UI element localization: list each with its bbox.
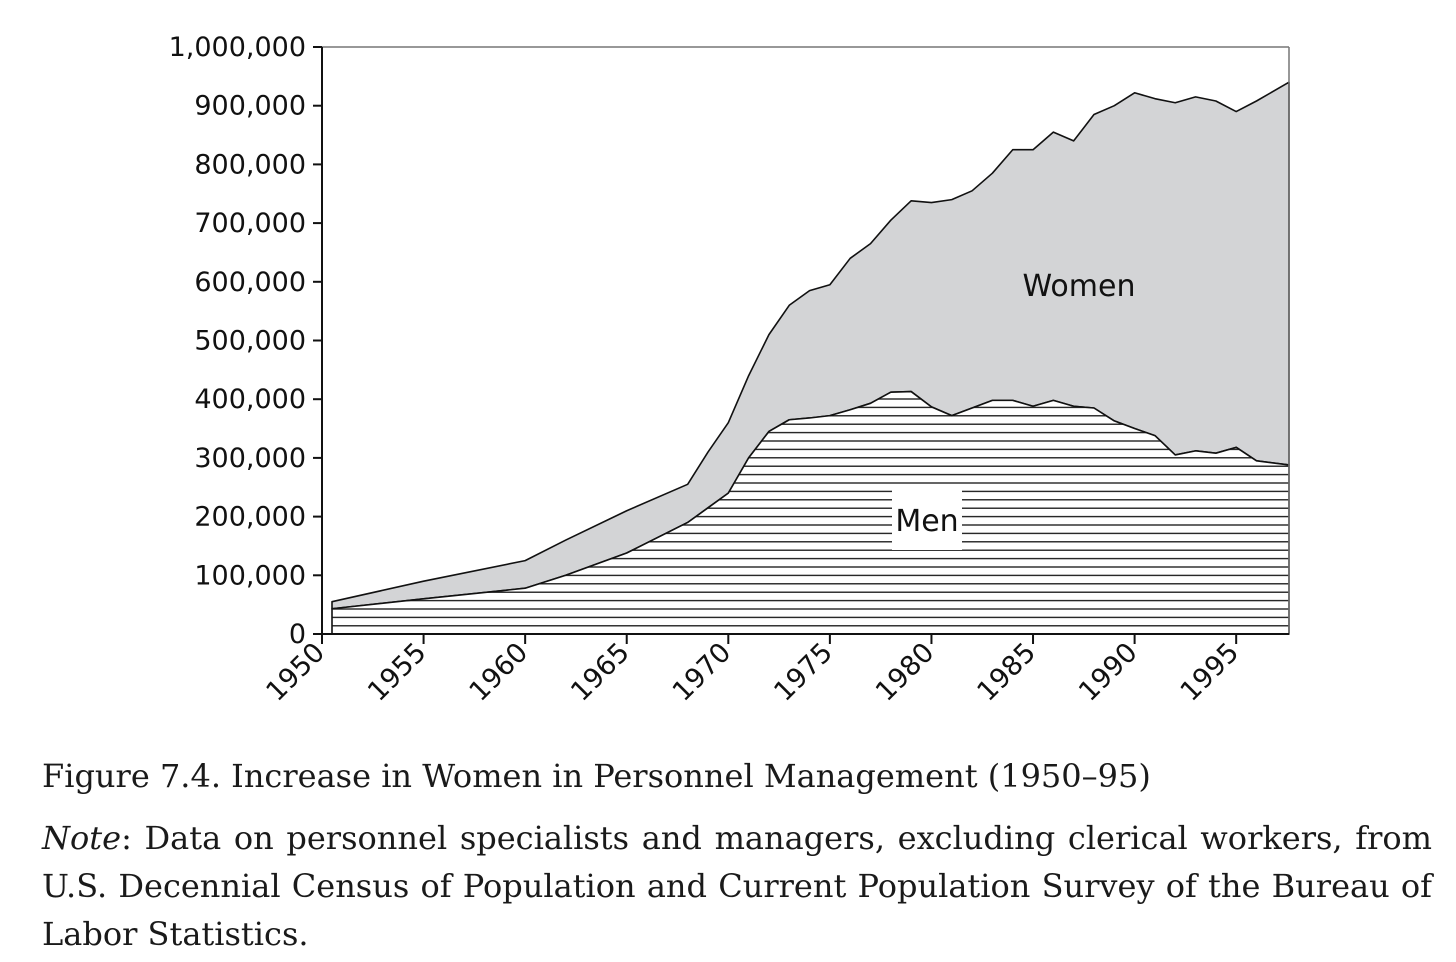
series-label-men: Men xyxy=(895,504,958,539)
y-tick-label: 1,000,000 xyxy=(169,32,306,63)
figure-note: Note: Data on personnel specialists and … xyxy=(42,814,1432,958)
x-tick-label: 1960 xyxy=(464,637,535,708)
x-tick-label: 1955 xyxy=(362,637,433,708)
area-chart: 0 100,000 200,000 300,000 400,000 500,000 600,… xyxy=(169,32,1290,708)
note-text: : Data on personnel specialists and mana… xyxy=(42,819,1432,953)
x-tick-label: 1995 xyxy=(1175,637,1246,708)
x-tick-label: 1980 xyxy=(870,637,941,708)
x-tick-label: 1975 xyxy=(768,637,839,708)
y-tick-label: 300,000 xyxy=(194,443,306,474)
series-label-men-background xyxy=(892,490,962,550)
y-tick-label: 700,000 xyxy=(194,208,306,239)
y-tick-label: 200,000 xyxy=(194,502,306,533)
x-tick-label: 1985 xyxy=(971,637,1042,708)
y-tick-label: 800,000 xyxy=(194,149,306,180)
men-area xyxy=(331,390,1290,635)
x-tick-label: 1970 xyxy=(667,637,738,708)
y-tick-label: 500,000 xyxy=(194,326,306,357)
x-tick-label: 1990 xyxy=(1073,637,1144,708)
y-tick-label: 0 xyxy=(289,619,306,650)
x-tick-label: 1965 xyxy=(565,637,636,708)
y-tick-label: 100,000 xyxy=(194,560,306,591)
y-tick-label: 900,000 xyxy=(194,91,306,122)
y-tick-label: 400,000 xyxy=(194,384,306,415)
note-label: Note xyxy=(42,819,122,857)
series-label-women: Women xyxy=(1023,269,1136,304)
figure-caption: Figure 7.4. Increase in Women in Personn… xyxy=(42,757,1151,795)
y-tick-label: 600,000 xyxy=(194,267,306,298)
